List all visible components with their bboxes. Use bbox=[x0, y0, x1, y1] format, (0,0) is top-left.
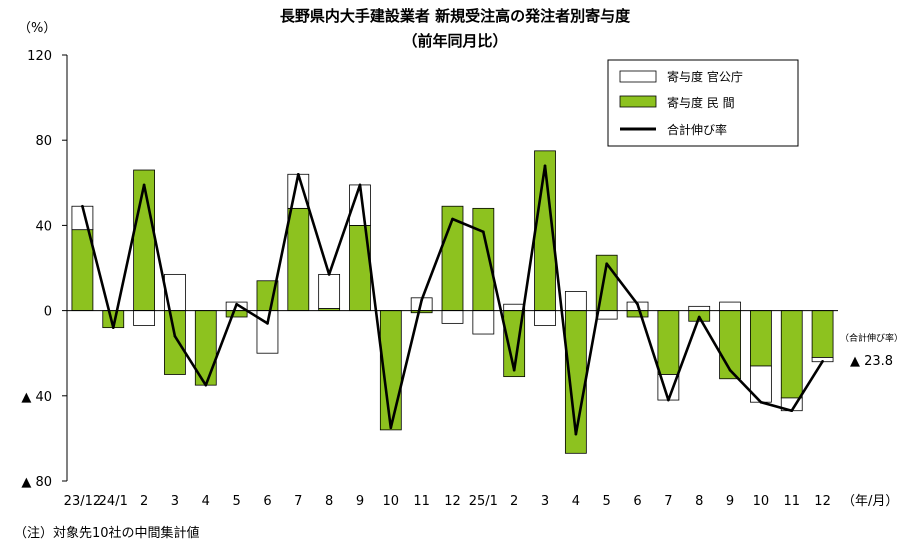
chart-subtitle: （前年同月比） bbox=[402, 32, 507, 50]
bar-public bbox=[688, 305, 711, 311]
legend-label-total-growth: 合計伸び率 bbox=[667, 122, 727, 137]
legend-label-private: 寄与度 民 間 bbox=[667, 95, 735, 110]
total-growth-point bbox=[667, 398, 670, 402]
x-tick-label: 9 bbox=[356, 494, 364, 509]
bar-public bbox=[318, 273, 341, 309]
y-tick-label: ▲ 80 bbox=[21, 475, 52, 490]
bar-private bbox=[780, 310, 803, 399]
legend: 寄与度 官公庁 寄与度 民 間 合計伸び率 bbox=[607, 59, 799, 147]
total-growth-point bbox=[358, 183, 362, 187]
bar-public bbox=[595, 310, 618, 320]
total-growth-point bbox=[266, 322, 269, 325]
bar-private bbox=[71, 229, 94, 312]
total-growth-point bbox=[543, 164, 547, 168]
total-growth-point bbox=[574, 432, 578, 436]
bar-public bbox=[750, 365, 772, 403]
x-tick-label: 12 bbox=[814, 494, 831, 509]
bar-private bbox=[164, 310, 186, 375]
x-tick-label: 6 bbox=[633, 494, 641, 509]
total-growth-point bbox=[173, 334, 177, 338]
x-tick-label: 8 bbox=[695, 494, 703, 509]
total-growth-point bbox=[420, 298, 423, 302]
bar-private bbox=[626, 310, 649, 318]
bar-private bbox=[811, 310, 834, 358]
total-growth-point bbox=[728, 368, 732, 372]
y-tick-label: 40 bbox=[35, 219, 52, 234]
bar-public bbox=[534, 310, 556, 326]
bar-public bbox=[472, 310, 495, 335]
x-tick-label: 25/1 bbox=[469, 494, 498, 509]
x-tick-label: 10 bbox=[753, 494, 770, 509]
total-growth-point bbox=[636, 302, 639, 306]
x-tick-label: 4 bbox=[572, 494, 580, 509]
total-growth-point bbox=[790, 409, 794, 413]
x-axis-unit: （年/月） bbox=[842, 494, 898, 509]
total-growth-point bbox=[759, 400, 763, 404]
total-growth-point bbox=[204, 383, 208, 387]
total-growth-point bbox=[235, 302, 238, 306]
legend-label-public: 寄与度 官公庁 bbox=[667, 69, 743, 84]
total-growth-point bbox=[297, 172, 300, 176]
x-tick-label: 10 bbox=[383, 494, 400, 509]
total-growth-point bbox=[482, 230, 485, 234]
x-tick-label: 3 bbox=[171, 494, 179, 509]
bar-private bbox=[225, 310, 248, 318]
total-growth-point bbox=[451, 217, 454, 221]
legend-swatch-private bbox=[619, 95, 657, 108]
x-tick-label: 5 bbox=[232, 494, 240, 509]
x-tick-label: 7 bbox=[294, 494, 302, 509]
total-growth-point bbox=[821, 359, 824, 363]
bar-public bbox=[564, 291, 587, 311]
total-growth-point bbox=[111, 326, 115, 329]
x-tick-label: 2 bbox=[510, 494, 518, 509]
bar-private bbox=[657, 310, 680, 375]
x-tick-label: 12 bbox=[444, 494, 461, 509]
total-growth-point bbox=[605, 262, 608, 266]
total-growth-annotation-value: ▲ 23.8 bbox=[850, 354, 893, 369]
y-tick-label: 80 bbox=[35, 134, 52, 149]
bar-private bbox=[750, 310, 772, 367]
x-tick-label: 24/1 bbox=[99, 494, 128, 509]
legend-swatch-public bbox=[619, 70, 657, 83]
total-growth-annotation-label: （合計伸び率） bbox=[840, 332, 903, 344]
y-tick-label: ▲ 40 bbox=[21, 390, 52, 405]
total-growth-point bbox=[81, 204, 84, 208]
bar-public bbox=[256, 310, 279, 354]
total-growth-point bbox=[389, 426, 393, 430]
x-tick-label: 23/12 bbox=[64, 494, 101, 509]
y-tick-label: 0 bbox=[44, 305, 52, 320]
bar-public bbox=[719, 301, 741, 311]
bar-public bbox=[441, 310, 464, 324]
y-axis-unit: （%） bbox=[18, 21, 56, 36]
bar-public bbox=[133, 310, 155, 326]
x-tick-label: 7 bbox=[664, 494, 672, 509]
footnote: （注）対象先10社の中間集計値 bbox=[14, 525, 200, 541]
chart-title: 長野県内大手建設業者 新規受注高の発注者別寄与度 bbox=[280, 7, 631, 25]
x-tick-label: 11 bbox=[783, 494, 800, 509]
x-tick-label: 4 bbox=[202, 494, 210, 509]
total-growth-point bbox=[142, 183, 146, 187]
y-tick-label: 120 bbox=[27, 49, 52, 64]
x-tick-label: 11 bbox=[413, 494, 430, 509]
x-tick-label: 8 bbox=[325, 494, 333, 509]
bar-public bbox=[503, 303, 526, 311]
total-growth-point bbox=[697, 315, 701, 319]
x-tick-label: 2 bbox=[140, 494, 148, 509]
x-tick-label: 3 bbox=[541, 494, 549, 509]
x-tick-label: 6 bbox=[263, 494, 271, 509]
bar-private bbox=[287, 207, 310, 311]
x-tick-label: 9 bbox=[726, 494, 734, 509]
total-growth-point bbox=[512, 368, 516, 372]
total-growth-point bbox=[327, 273, 331, 276]
x-tick-label: 5 bbox=[603, 494, 611, 509]
